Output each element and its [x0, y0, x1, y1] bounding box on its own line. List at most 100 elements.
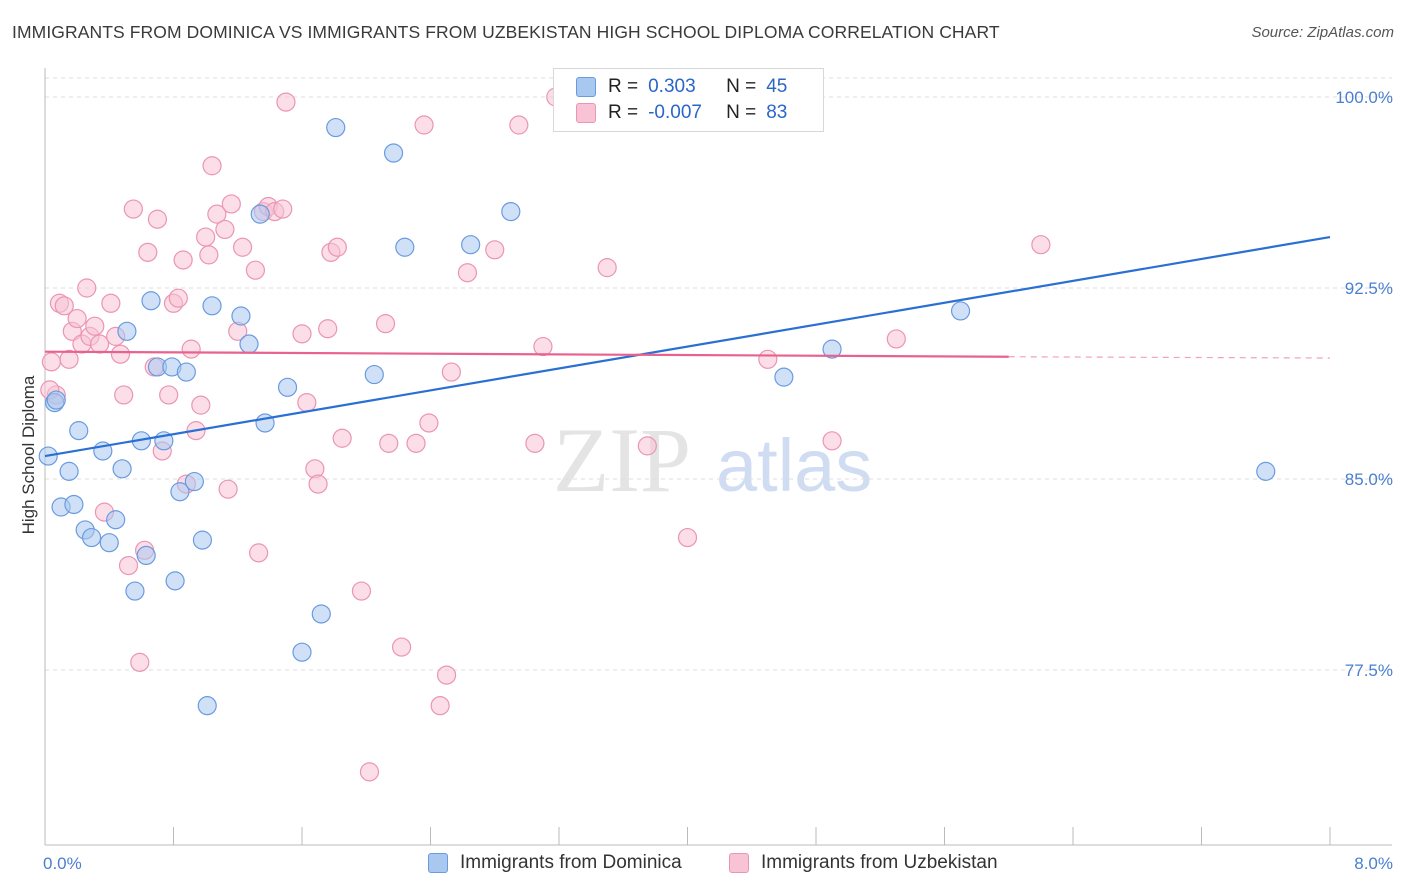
n-label: N =	[726, 76, 757, 97]
uzbekistan-point	[221, 194, 241, 214]
y-tick-label: 85.0%	[1345, 470, 1393, 489]
r-label: R =	[608, 102, 639, 123]
uzbekistan-point	[391, 637, 412, 657]
uzbekistan-point	[327, 237, 347, 257]
series-uzbekistan-points	[40, 87, 1051, 782]
dominica-point	[176, 362, 196, 382]
dominica-point	[501, 202, 521, 222]
uzbekistan-point	[245, 260, 266, 280]
uzbekistan-point	[114, 385, 134, 405]
dominica-point	[197, 696, 217, 716]
watermark-atlas: atlas	[716, 424, 872, 507]
dominica-point	[231, 306, 251, 326]
uzbekistan-point	[41, 352, 62, 372]
uzbekistan-point	[525, 433, 545, 453]
uzbekistan-point	[441, 362, 461, 382]
uzbekistan-point	[207, 204, 227, 224]
trendline-dominica	[44, 235, 1331, 458]
uzbekistan-point	[758, 349, 778, 369]
uzbekistan-point	[138, 242, 158, 262]
legend-item-uzbekistan[interactable]: Immigrants from Uzbekistan	[729, 852, 998, 874]
stats-row-dominica: R = 0.303 N = 45	[576, 74, 787, 100]
n-label: N =	[726, 102, 757, 123]
uzbekistan-point	[509, 115, 529, 135]
dominica-point	[170, 482, 190, 502]
uzbekistan-point	[308, 474, 328, 494]
stats-legend: R = 0.303 N = 45 R = -0.007 N = 83	[553, 68, 824, 132]
uzbekistan-point	[202, 156, 222, 176]
x-tick-label: 8.0%	[1354, 854, 1393, 873]
uzbekistan-point	[101, 293, 121, 313]
uzbekistan-point	[118, 555, 139, 576]
trendlines	[44, 235, 1331, 458]
uzbekistan-point	[85, 316, 105, 336]
uzbekistan-point	[822, 431, 842, 451]
dominica-point	[192, 530, 213, 550]
dominica-point	[395, 237, 415, 257]
uzbekistan-point	[533, 336, 553, 357]
uzbekistan-point	[457, 263, 478, 283]
legend-item-dominica[interactable]: Immigrants from Dominica	[428, 852, 682, 874]
n-value: 45	[766, 76, 788, 97]
series-dominica-points	[38, 117, 1276, 716]
uzbekistan-point	[147, 209, 168, 229]
uzbekistan-point	[414, 115, 434, 135]
uzbekistan-point	[886, 329, 906, 349]
dominica-point	[950, 301, 971, 321]
dominica-point	[141, 291, 161, 311]
dominica-point	[136, 545, 156, 566]
uzbekistan-point	[332, 428, 352, 448]
y-tick-labels: 100.0% 92.5% 85.0% 77.5%	[1335, 88, 1393, 680]
uzbekistan-point	[168, 288, 188, 308]
uzbekistan-point	[637, 436, 657, 456]
dominica-point	[774, 367, 794, 387]
x-ticks	[44, 827, 1331, 845]
dominica-point	[311, 604, 331, 624]
uzbekistan-point	[173, 250, 193, 270]
uzbekistan-point	[430, 696, 450, 716]
uzbekistan-point	[249, 543, 269, 563]
r-value: 0.303	[648, 76, 696, 97]
x-tick-label: 0.0%	[43, 854, 82, 873]
uzbekistan-swatch	[729, 853, 749, 873]
dominica-point	[383, 143, 404, 163]
dominica-point	[250, 204, 270, 224]
uzbekistan-point	[181, 339, 201, 359]
r-label: R =	[608, 76, 639, 97]
dominica-point	[461, 235, 481, 255]
dominica-point	[277, 377, 298, 397]
dominica-point	[165, 571, 185, 591]
source-credit: Source: ZipAtlas.com	[1251, 24, 1394, 41]
y-axis-label: High School Diploma	[19, 375, 38, 534]
uzbekistan-point	[110, 344, 131, 364]
uzbekistan-point	[485, 240, 505, 260]
dominica-point	[46, 390, 66, 410]
uzbekistan-point	[77, 278, 97, 298]
uzbekistan-point	[130, 652, 150, 672]
dominica-point	[1256, 461, 1276, 481]
dominica-point	[202, 296, 222, 316]
uzbekistan-point	[359, 762, 380, 782]
uzbekistan-point	[292, 324, 312, 344]
legend-label-uzbekistan: Immigrants from Uzbekistan	[761, 852, 998, 873]
uzbekistan-point	[1031, 235, 1051, 255]
uzbekistan-point	[90, 334, 110, 354]
dominica-point	[106, 510, 126, 530]
uzbekistan-point	[191, 395, 211, 415]
uzbekistan-point	[218, 479, 238, 499]
n-value: 83	[766, 102, 788, 123]
dominica-point	[292, 642, 312, 662]
legend-label-dominica: Immigrants from Dominica	[460, 852, 682, 873]
uzbekistan-swatch	[576, 103, 596, 123]
y-tick-label: 100.0%	[1335, 88, 1393, 107]
stats-row-uzbekistan: R = -0.007 N = 83	[576, 100, 787, 126]
uzbekistan-point	[232, 237, 253, 257]
dominica-point	[184, 471, 204, 492]
trendline-uzbekistan	[44, 350, 1009, 358]
x-tick-labels: 0.0% 8.0%	[43, 854, 1393, 873]
dominica-point	[69, 421, 89, 441]
uzbekistan-point	[273, 199, 293, 219]
uzbekistan-point	[159, 385, 179, 405]
y-tick-label: 77.5%	[1345, 661, 1393, 680]
